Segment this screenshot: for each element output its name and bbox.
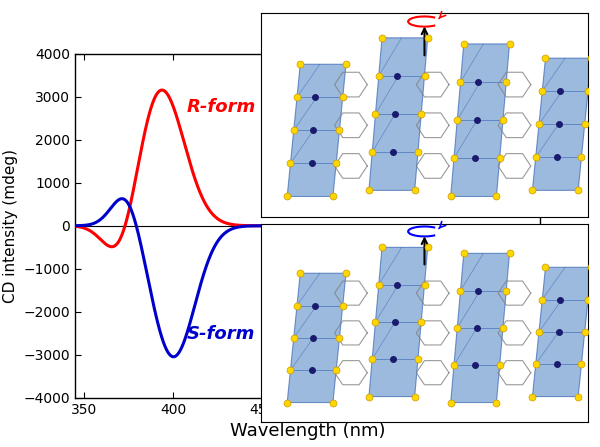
- Polygon shape: [451, 253, 509, 402]
- Polygon shape: [287, 273, 346, 402]
- X-axis label: Wavelength (nm): Wavelength (nm): [230, 422, 385, 440]
- Polygon shape: [451, 44, 509, 197]
- Polygon shape: [369, 247, 428, 396]
- Polygon shape: [369, 38, 428, 190]
- Y-axis label: CD intensity (mdeg): CD intensity (mdeg): [3, 149, 18, 303]
- Text: S-form: S-form: [187, 325, 255, 343]
- Polygon shape: [287, 64, 346, 197]
- Polygon shape: [532, 58, 591, 190]
- Text: R-form: R-form: [187, 98, 256, 116]
- Polygon shape: [532, 267, 591, 396]
